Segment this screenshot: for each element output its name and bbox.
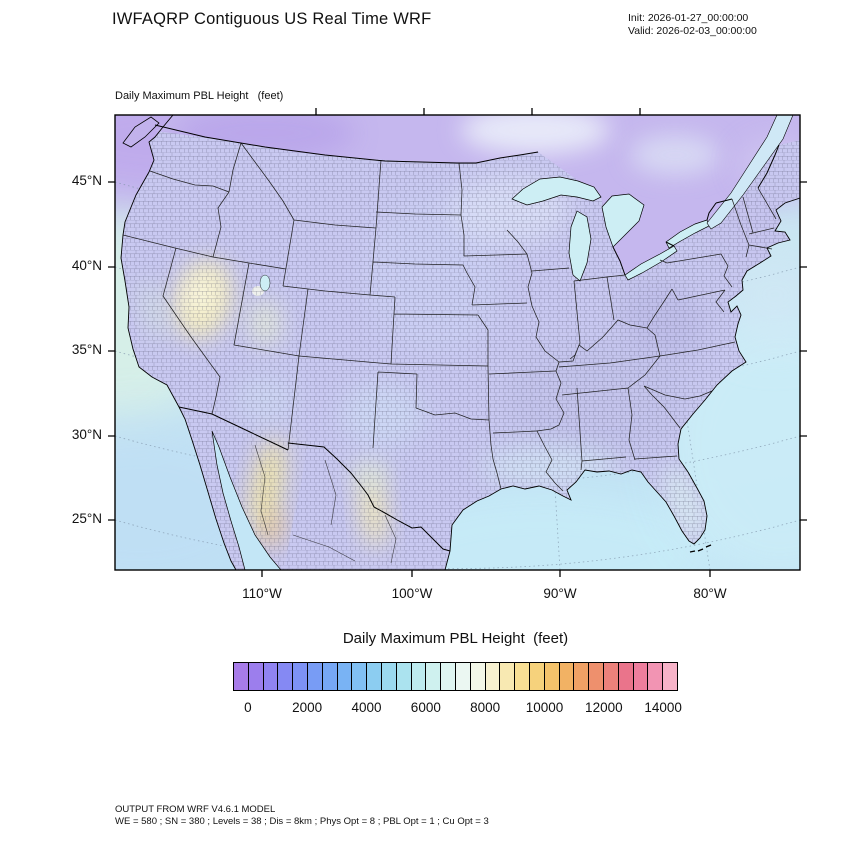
colorbar [233,662,678,691]
colorbar-tick-label: 0 [244,700,252,715]
colorbar-cell [618,663,634,690]
colorbar-cell [663,663,677,690]
colorbar-cell [352,663,368,690]
colorbar-cell [485,663,501,690]
colorbar-cell [529,663,545,690]
colorbar-cell [633,663,649,690]
lon-tick-label: 80°W [693,586,727,601]
us-canada-border [154,124,780,276]
state-boundaries [122,142,777,492]
axis-ticks [108,108,807,577]
colorbar-cell [396,663,412,690]
colorbar-cell [648,663,664,690]
colorbar-cell [603,663,619,690]
lon-tick-label: 110°W [242,586,282,601]
colorbar-cell [322,663,338,690]
colorbar-tick-label: 6000 [410,700,441,715]
colorbar-cell [337,663,353,690]
colorbar-title: Daily Maximum PBL Height (feet) [342,630,569,647]
colorbar-cell [589,663,604,690]
coastline [120,115,800,570]
us-mexico-border [178,406,451,552]
colorbar-cell [278,663,294,690]
international-borders [154,124,780,552]
colorbar-cell [559,663,575,690]
colorbar-cell [544,663,560,690]
great-salt-lake [259,274,271,292]
colorbar-cell [293,663,308,690]
colorbar-cell [367,663,382,690]
plot-frame [114,114,801,571]
gulf-of-california [211,430,282,570]
colorbar-cell [574,663,590,690]
lat-tick-label: 45°N [71,173,102,188]
colorbar-cell [234,663,249,690]
lon-tick-label: 90°W [543,586,577,601]
valid-time-label: Valid: 2026-02-03_00:00:00 [628,25,757,37]
mexico-state-boundaries [254,444,397,564]
colorbar-tick-label: 12000 [585,700,623,715]
lat-tick-label: 30°N [71,427,102,442]
colorbar-cell [381,663,397,690]
st-lawrence-river [706,115,794,230]
colorbar-cell [248,663,264,690]
colorbar-tick-label: 4000 [351,700,382,715]
colorbar-cell [470,663,486,690]
colorbar-tick-label: 10000 [525,700,564,715]
lat-tick-label: 25°N [71,511,102,526]
colorbar-tick-label: 14000 [644,700,682,715]
page-title: IWFAQRP Contiguous US Real Time WRF [112,10,432,28]
colorbar-cell [441,663,456,690]
vancouver-island [122,116,160,148]
colorbar-cell [426,663,442,690]
great-lakes [259,176,710,292]
model-config-note: WE = 580 ; SN = 380 ; Levels = 38 ; Dis … [115,816,489,827]
lat-tick-label: 35°N [71,342,102,357]
florida-keys [689,544,712,553]
colorbar-cell [515,663,530,690]
lat-tick-label: 40°N [71,258,102,273]
model-output-note: OUTPUT FROM WRF V4.6.1 MODEL [115,804,276,815]
colorbar-tick-label: 2000 [292,700,323,715]
lon-tick-label: 100°W [391,586,433,601]
init-time-label: Init: 2026-01-27_00:00:00 [628,12,749,24]
colorbar-cell [411,663,427,690]
colorbar-cell [307,663,323,690]
colorbar-cell [500,663,516,690]
colorbar-cell [455,663,471,690]
conus-pbl-map [108,108,807,577]
field-subtitle: Daily Maximum PBL Height (feet) [115,90,284,102]
colorbar-tick-label: 8000 [470,700,501,715]
colorbar-cell [263,663,279,690]
